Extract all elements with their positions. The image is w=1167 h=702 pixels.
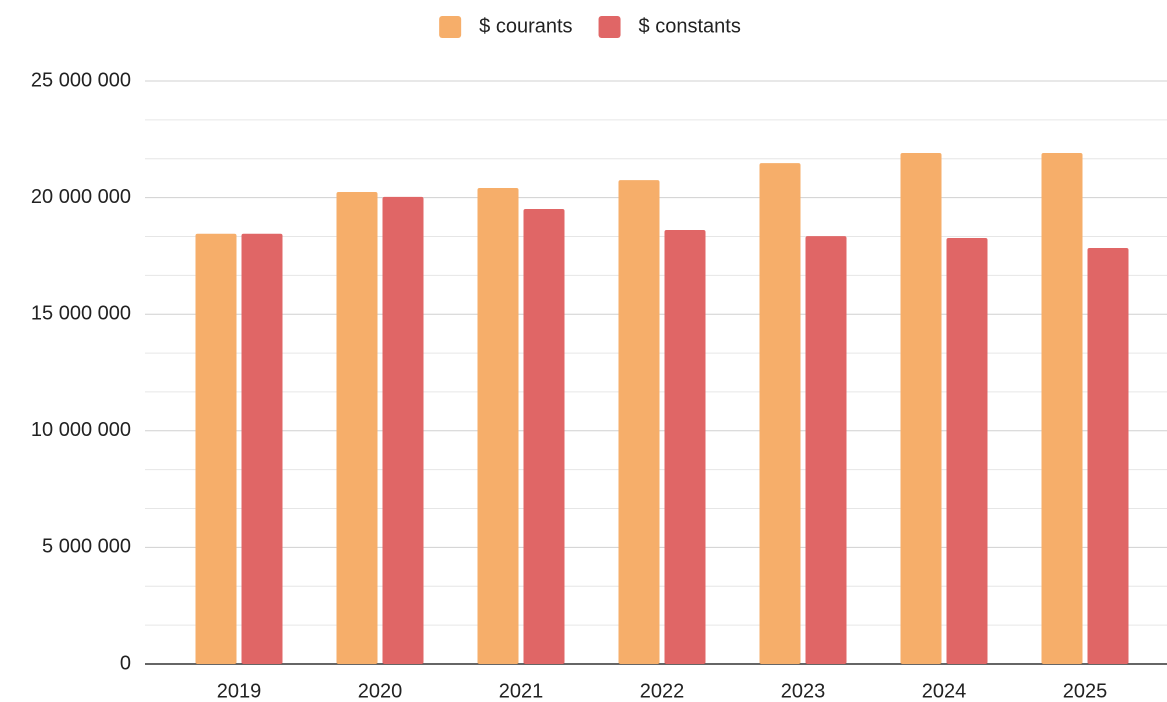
legend-label: $ constants bbox=[639, 15, 741, 37]
x-tick-label: 2022 bbox=[640, 680, 685, 702]
bar bbox=[664, 230, 706, 664]
x-tick-label: 2025 bbox=[1063, 680, 1108, 702]
y-tick-label: 25 000 000 bbox=[31, 69, 131, 91]
bar bbox=[382, 196, 424, 665]
y-tick-label: 5 000 000 bbox=[42, 536, 131, 558]
legend-swatch bbox=[439, 16, 462, 38]
bar bbox=[946, 237, 988, 664]
bar bbox=[759, 163, 801, 664]
bar bbox=[241, 233, 283, 664]
bar bbox=[477, 188, 519, 664]
bar bbox=[805, 236, 847, 664]
x-tick-label: 2019 bbox=[217, 680, 262, 702]
bar bbox=[195, 233, 237, 664]
legend-label: $ courants bbox=[479, 15, 572, 37]
y-tick-label: 10 000 000 bbox=[31, 419, 131, 441]
legend-swatch bbox=[598, 16, 621, 38]
bar bbox=[523, 209, 565, 664]
x-tick-label: 2021 bbox=[499, 680, 544, 702]
x-tick-label: 2023 bbox=[781, 680, 826, 702]
y-tick-label: 0 bbox=[120, 652, 131, 674]
bar bbox=[900, 153, 942, 664]
bar bbox=[336, 192, 378, 664]
x-tick-label: 2020 bbox=[358, 680, 403, 702]
x-tick-label: 2024 bbox=[922, 680, 967, 702]
y-tick-label: 20 000 000 bbox=[31, 186, 131, 208]
y-tick-label: 15 000 000 bbox=[31, 302, 131, 324]
bar bbox=[1041, 153, 1083, 664]
bar bbox=[618, 180, 660, 665]
bar bbox=[1087, 247, 1129, 665]
